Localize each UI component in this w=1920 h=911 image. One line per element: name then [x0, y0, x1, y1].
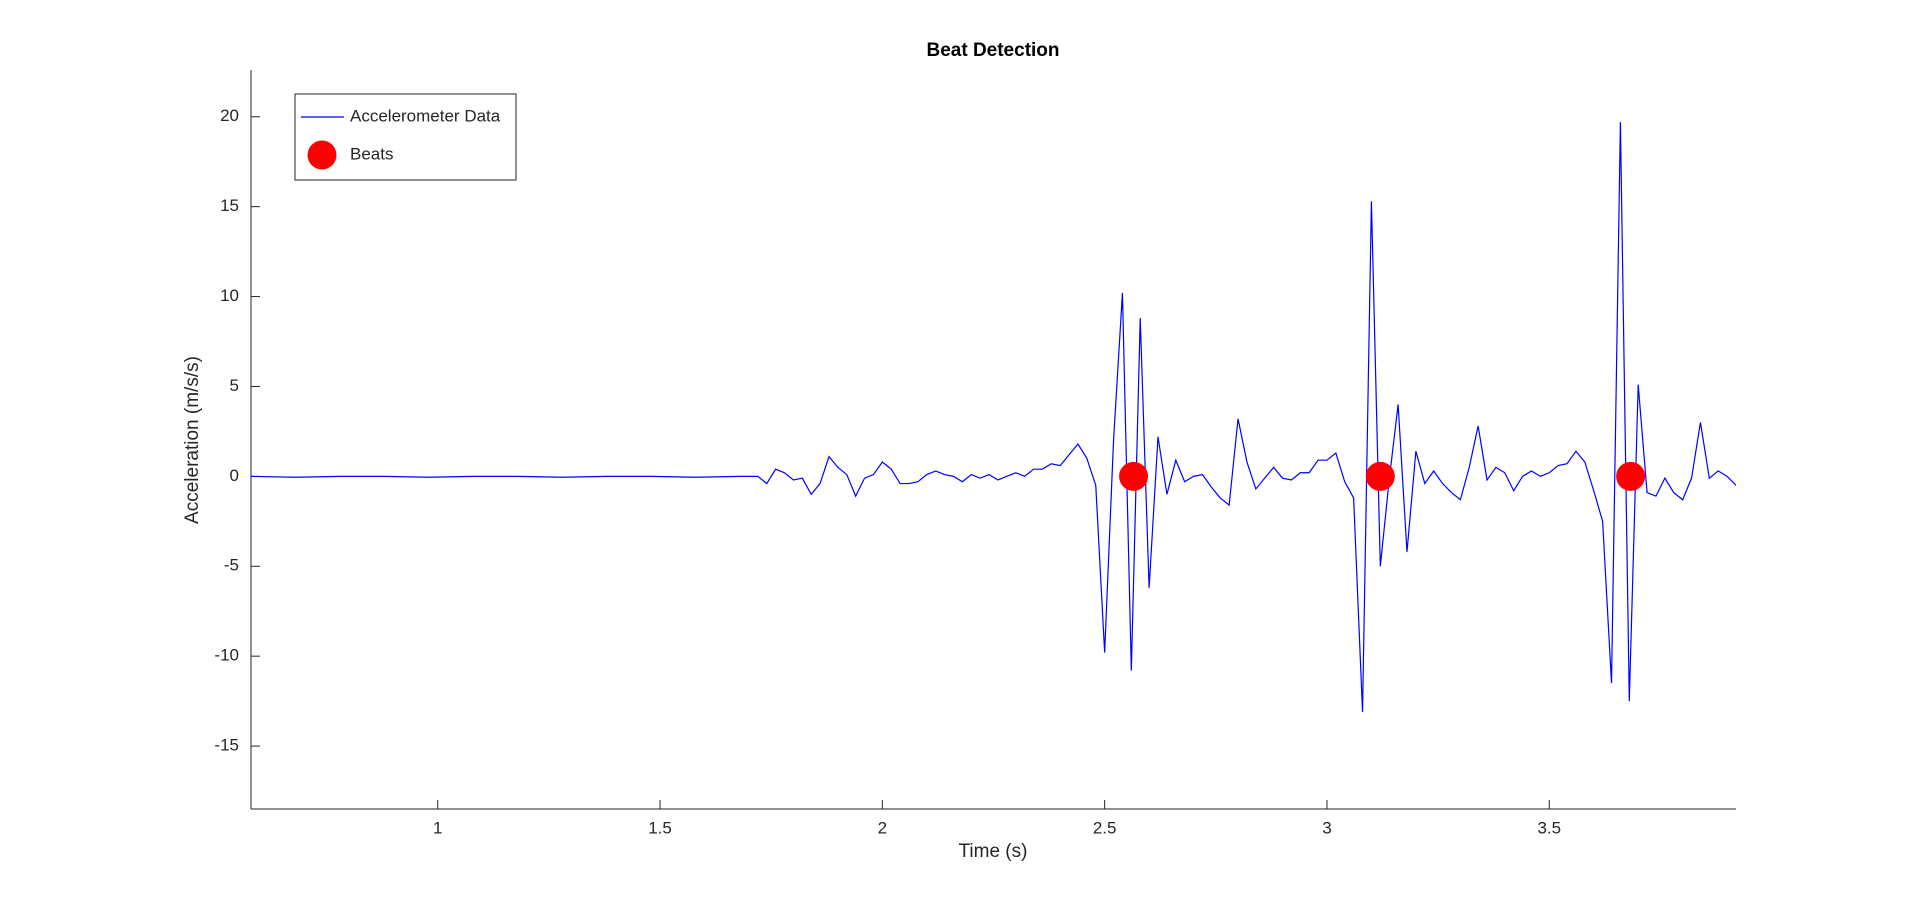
- legend-marker: [307, 140, 337, 170]
- y-tick-label: 10: [220, 286, 239, 305]
- x-axis-label: Time (s): [959, 841, 1028, 862]
- chart-title: Beat Detection: [926, 40, 1059, 61]
- legend-label: Beats: [350, 144, 393, 163]
- x-tick-label: 3: [1322, 818, 1331, 837]
- beat-marker: [1365, 461, 1395, 491]
- x-tick-label: 3.5: [1537, 818, 1561, 837]
- data-line: [251, 122, 1736, 712]
- y-tick-label: 20: [220, 106, 239, 125]
- y-tick-label: 5: [230, 376, 239, 395]
- legend-label: Accelerometer Data: [350, 106, 501, 125]
- beat-marker: [1616, 461, 1646, 491]
- y-tick-label: 15: [220, 196, 239, 215]
- beat-marker: [1119, 461, 1149, 491]
- x-tick-label: 1: [433, 818, 442, 837]
- x-tick-label: 2: [878, 818, 887, 837]
- legend-box: [294, 93, 517, 181]
- y-tick-label: 0: [230, 466, 239, 485]
- x-tick-label: 1.5: [648, 818, 672, 837]
- y-tick-label: -15: [214, 736, 239, 755]
- y-axis-label: Acceleration (m/s/s): [182, 356, 203, 524]
- x-tick-label: 2.5: [1093, 818, 1117, 837]
- y-tick-label: -5: [224, 556, 239, 575]
- y-tick-label: -10: [214, 646, 239, 665]
